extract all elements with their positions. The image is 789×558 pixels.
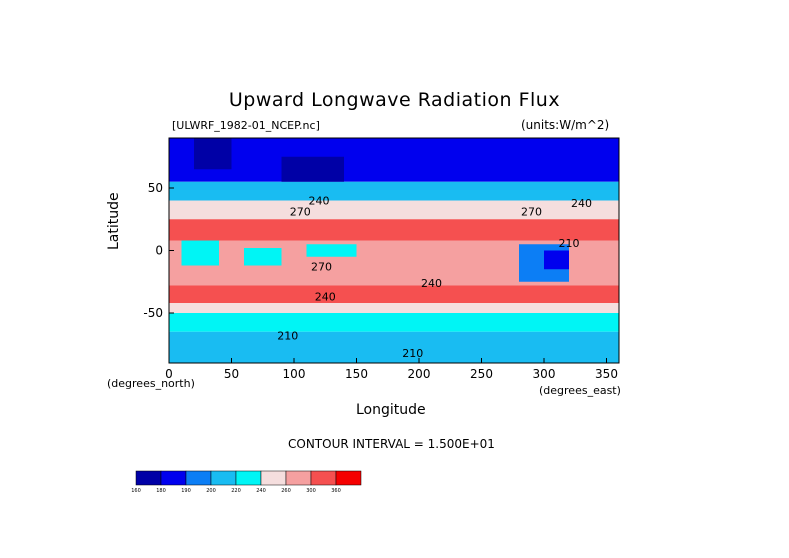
- legend-tick-label: 200: [206, 488, 216, 494]
- legend-swatch: [260, 470, 287, 486]
- heatmap-cell: [169, 303, 619, 313]
- heatmap-cell: [169, 181, 619, 201]
- legend-tick-label: 360: [331, 488, 341, 494]
- contour-label: 270: [521, 206, 542, 219]
- legend-tick-label: 190: [181, 488, 191, 494]
- chart-title: Upward Longwave Radiation Flux: [228, 89, 561, 111]
- heatmap-cell: [194, 138, 232, 170]
- y-tick-label: -50: [143, 306, 163, 320]
- heatmap-cell: [544, 250, 569, 270]
- x-axis-unit-right: (degrees_east): [539, 384, 621, 397]
- contour-label: 210: [559, 237, 580, 250]
- contour-label: 240: [571, 197, 592, 210]
- contour-label: 270: [311, 261, 332, 274]
- x-tick-label: 250: [470, 367, 493, 381]
- contour-label: 240: [421, 277, 442, 290]
- legend-tick-label: 220: [231, 488, 241, 494]
- heatmap-cell: [169, 138, 619, 182]
- legend-tick-label: 240: [256, 488, 266, 494]
- contour-label: 210: [277, 329, 298, 342]
- legend-swatch: [135, 470, 162, 486]
- legend-tick-label: 180: [156, 488, 166, 494]
- legend-swatch: [235, 470, 262, 486]
- source-file-label: [ULWRF_1982-01_NCEP.nc]: [172, 119, 320, 132]
- heatmap-cell: [169, 219, 619, 241]
- x-tick-label: 50: [224, 367, 239, 381]
- contour-label: 210: [402, 347, 423, 360]
- legend-swatch: [210, 470, 237, 486]
- contour-interval-note: CONTOUR INTERVAL = 1.500E+01: [288, 437, 495, 451]
- heatmap-cell: [169, 313, 619, 332]
- legend-tick-label: 160: [131, 488, 141, 494]
- legend-swatch: [185, 470, 212, 486]
- x-tick-label: 350: [595, 367, 618, 381]
- x-tick-label: 0: [165, 367, 173, 381]
- legend-swatch: [160, 470, 187, 486]
- contour-label: 270: [290, 206, 311, 219]
- contour-label: 240: [315, 291, 336, 304]
- x-tick-label: 300: [533, 367, 556, 381]
- legend-swatch: [335, 470, 362, 486]
- heatmap-cell: [169, 285, 619, 303]
- x-tick-label: 100: [283, 367, 306, 381]
- contour-label: 240: [309, 194, 330, 207]
- y-axis-label: Latitude: [106, 192, 122, 250]
- legend-swatch: [285, 470, 312, 486]
- x-tick-label: 200: [408, 367, 431, 381]
- heatmap-cell: [306, 244, 357, 257]
- heatmap-cell: [181, 240, 219, 266]
- heatmap-cell: [281, 156, 344, 182]
- legend-swatch: [310, 470, 337, 486]
- legend-tick-label: 260: [281, 488, 291, 494]
- heatmap-cell: [244, 248, 282, 266]
- y-tick-label: 50: [148, 181, 163, 195]
- x-tick-label: 150: [345, 367, 368, 381]
- x-axis-unit-left: (degrees_north): [107, 377, 195, 390]
- heatmap-cell: [169, 200, 619, 220]
- color-legend: 160 180 190 200 220 240 260 300 360: [131, 470, 362, 494]
- axis-layer: 0 50 100 150 200 250 300 350 50 0 -50: [143, 137, 620, 381]
- x-axis-label: Longitude: [356, 402, 426, 418]
- heatmap-cell: [169, 331, 619, 363]
- legend-tick-label: 300: [306, 488, 316, 494]
- y-tick-label: 0: [155, 244, 163, 258]
- units-label: (units:W/m^2): [521, 118, 610, 132]
